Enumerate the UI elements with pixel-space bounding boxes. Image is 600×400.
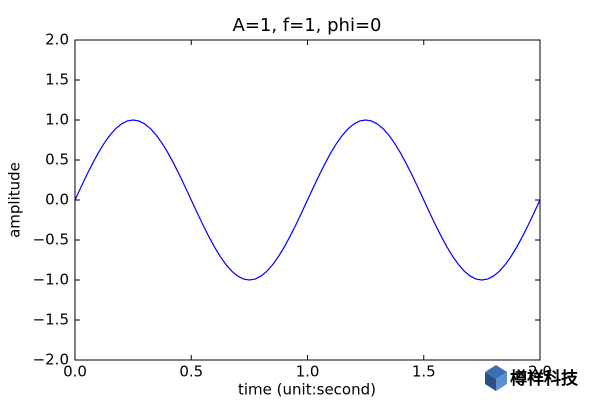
x-tick-label: 1.5 bbox=[412, 363, 436, 381]
chart-title: A=1, f=1, phi=0 bbox=[233, 15, 382, 36]
y-tick-label: −1.0 bbox=[33, 271, 69, 289]
y-axis-label: amplitude bbox=[6, 162, 24, 238]
y-tick-label: −1.5 bbox=[33, 311, 69, 329]
y-tick-label: −2.0 bbox=[33, 351, 69, 369]
y-tick-label: 0.0 bbox=[45, 191, 69, 209]
y-tick-label: 1.0 bbox=[45, 111, 69, 129]
x-tick-label: 2.0 bbox=[528, 363, 552, 381]
watermark-logo bbox=[485, 365, 507, 391]
y-tick-label: 1.5 bbox=[45, 71, 69, 89]
x-tick-label: 0.0 bbox=[63, 363, 87, 381]
x-tick-label: 1.0 bbox=[296, 363, 320, 381]
x-axis-label: time (unit:second) bbox=[238, 381, 376, 399]
y-tick-label: 2.0 bbox=[45, 31, 69, 49]
x-tick-label: 0.5 bbox=[179, 363, 203, 381]
y-tick-label: 0.5 bbox=[45, 151, 69, 169]
plot-area bbox=[74, 119, 541, 281]
watermark: 樽祥科技 bbox=[510, 368, 579, 389]
line-series bbox=[74, 119, 541, 281]
y-tick-label: −0.5 bbox=[33, 231, 69, 249]
